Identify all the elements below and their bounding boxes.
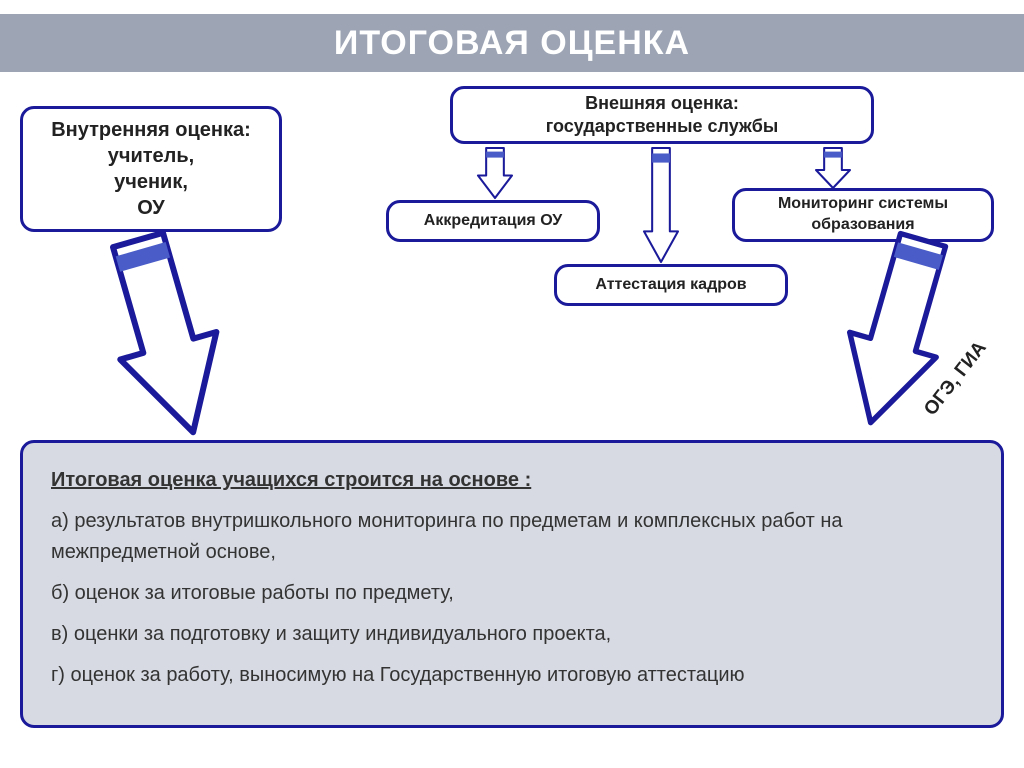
- summary-header: Итоговая оценка учащихся строится на осн…: [51, 465, 973, 496]
- page-title: ИТОГОВАЯ ОЦЕНКА: [0, 14, 1024, 72]
- box-line: ОУ: [137, 195, 165, 221]
- arrow-down-icon: [478, 148, 512, 198]
- box-line: учитель,: [108, 143, 195, 169]
- box-line: Внутренняя оценка:: [51, 117, 251, 143]
- page-title-text: ИТОГОВАЯ ОЦЕНКА: [334, 24, 690, 63]
- box-monitoring: Мониторинг системыобразования: [732, 188, 994, 242]
- summary-panel: Итоговая оценка учащихся строится на осн…: [20, 440, 1004, 728]
- box-line: ученик,: [114, 169, 188, 195]
- box-internal-assessment: Внутренняя оценка:учитель,ученик,ОУ: [20, 106, 282, 232]
- summary-items: а) результатов внутришкольного мониторин…: [51, 506, 973, 691]
- arrow-down-icon: [644, 148, 678, 262]
- box-line: Аттестация кадров: [595, 275, 746, 296]
- summary-item: г) оценок за работу, выносимую на Госуда…: [51, 660, 973, 691]
- box-line: Внешняя оценка:: [585, 92, 739, 115]
- box-line: Аккредитация ОУ: [424, 211, 562, 232]
- summary-item: б) оценок за итоговые работы по предмету…: [51, 578, 973, 609]
- box-attestation: Аттестация кадров: [554, 264, 788, 306]
- arrow-down-large-icon: [90, 226, 241, 446]
- box-external-assessment: Внешняя оценка:государственные службы: [450, 86, 874, 144]
- box-accreditation: Аккредитация ОУ: [386, 200, 600, 242]
- box-line: Мониторинг системы: [778, 194, 948, 215]
- summary-item: в) оценки за подготовку и защиту индивид…: [51, 619, 973, 650]
- box-line: государственные службы: [546, 115, 779, 138]
- summary-item: а) результатов внутришкольного мониторин…: [51, 506, 973, 568]
- arrow-down-icon: [816, 148, 850, 188]
